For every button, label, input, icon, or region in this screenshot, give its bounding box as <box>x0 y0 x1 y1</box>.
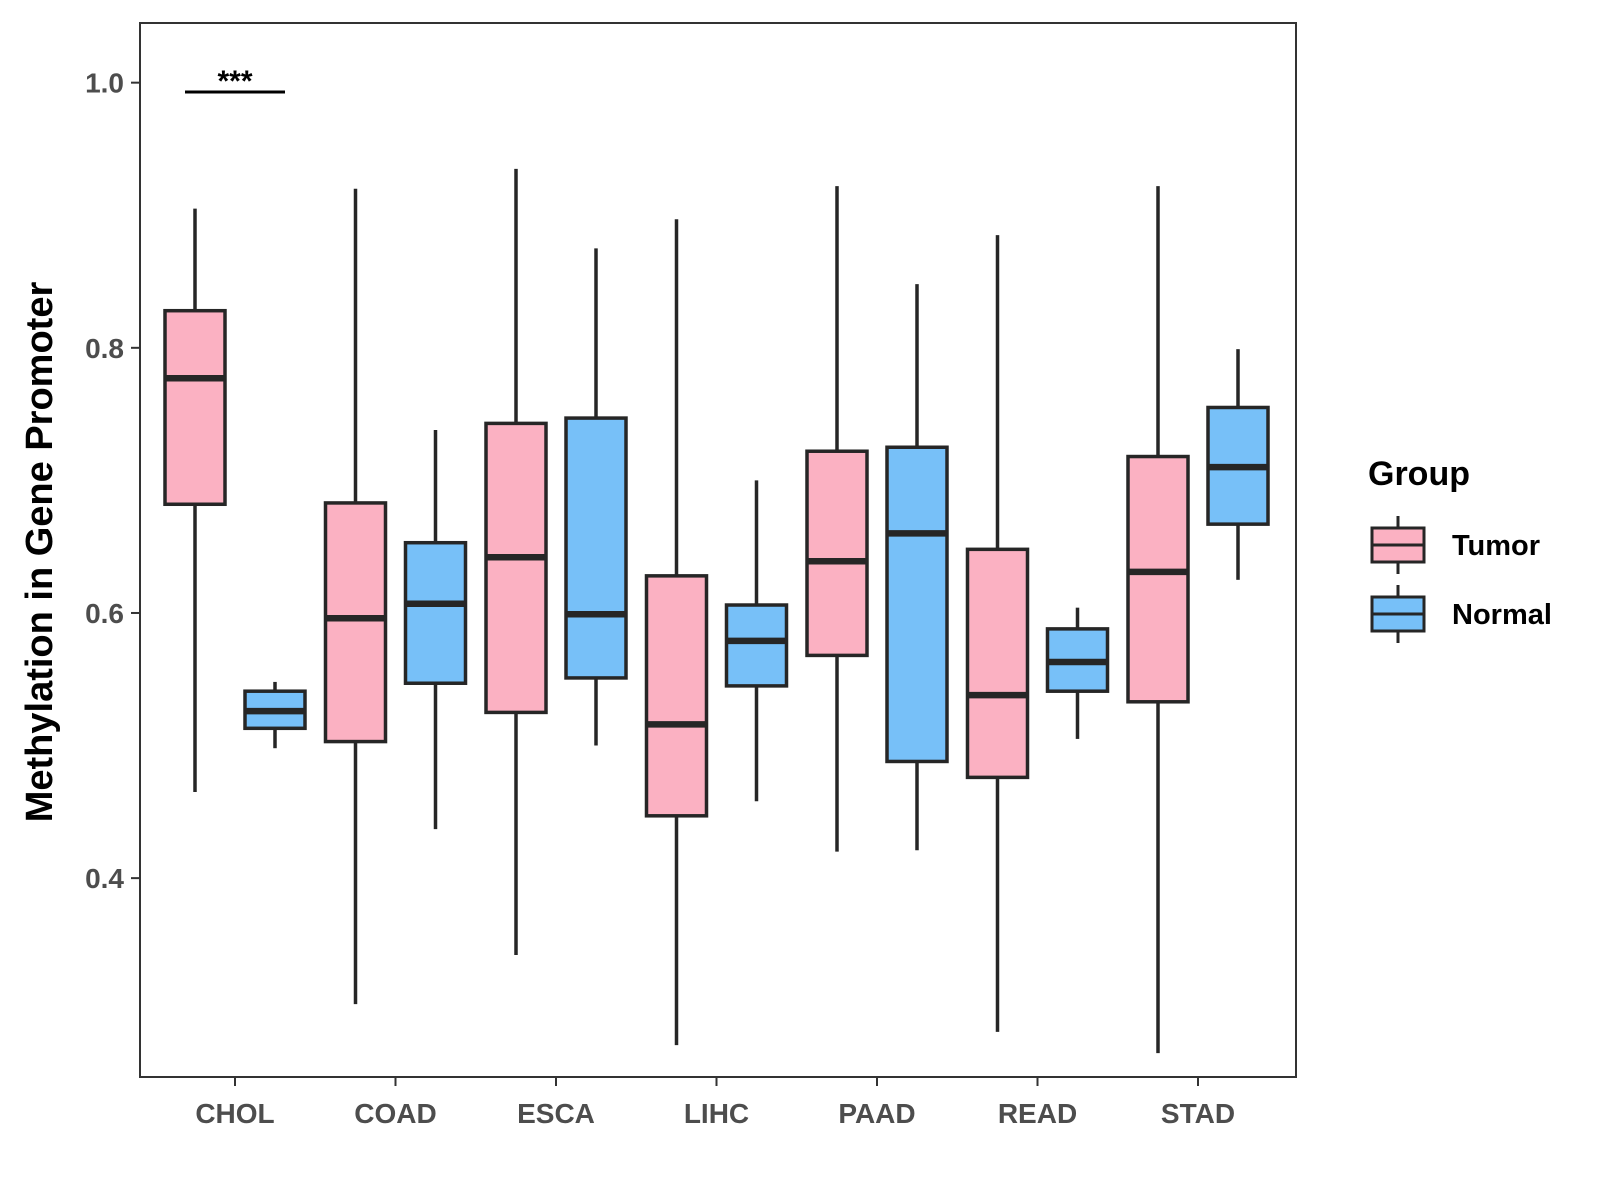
box-tumor-stad <box>1126 186 1190 1054</box>
box-normal-stad <box>1206 349 1270 580</box>
panel-border <box>139 22 1297 1078</box>
box-tumor-read <box>965 235 1030 1032</box>
y-tick-label: 0.6 <box>85 598 124 629</box>
box-normal-paad <box>885 284 949 851</box>
x-tick-label: PAAD <box>838 1098 915 1129</box>
y-tick-label: 0.8 <box>85 333 124 364</box>
legend-item-tumor: Tumor <box>1370 516 1540 574</box>
box-iqr <box>484 421 548 715</box>
plot-area: 0.4 0.6 0.8 1.0 CHOL COAD ESCA LIHC PAAD READ STAD… <box>85 22 1297 1129</box>
legend-label: Normal <box>1452 599 1552 631</box>
x-tick-label: ESCA <box>517 1098 595 1129</box>
x-tick-label: READ <box>998 1098 1077 1129</box>
box-tumor-coad <box>323 188 388 1005</box>
legend-title: Group <box>1368 455 1470 493</box>
box-normal-coad <box>403 430 468 830</box>
legend: Group Tumor Normal <box>1368 455 1552 643</box>
box-tumor-esca <box>484 168 548 956</box>
box-iqr <box>163 308 227 507</box>
box-iqr <box>724 603 789 688</box>
y-tick-label: 0.4 <box>85 863 124 894</box>
box-iqr <box>885 445 949 764</box>
x-tick-label: STAD <box>1161 1098 1235 1129</box>
box-iqr <box>564 416 628 680</box>
y-axis-title: Methylation in Gene Promoter <box>19 282 61 823</box>
legend-item-normal: Normal <box>1370 585 1552 643</box>
x-tick-label: LIHC <box>684 1098 749 1129</box>
box-tumor-lihc <box>644 219 709 1046</box>
box-iqr <box>644 574 709 818</box>
box-iqr <box>403 540 468 685</box>
box-iqr <box>965 547 1030 780</box>
significance-label: *** <box>217 65 252 98</box>
box-normal-read <box>1045 607 1110 739</box>
x-tick-label: COAD <box>354 1098 436 1129</box>
box-normal-esca <box>564 248 628 746</box>
box-iqr <box>323 501 388 744</box>
box-iqr <box>1126 454 1190 704</box>
box-iqr <box>805 449 869 658</box>
y-tick-label: 1.0 <box>85 68 124 99</box>
legend-label: Tumor <box>1452 530 1540 562</box>
box-normal-chol <box>243 681 307 749</box>
box-tumor-paad <box>805 186 869 852</box>
box-normal-lihc <box>724 480 789 802</box>
x-tick-label: CHOL <box>195 1098 274 1129</box>
box-tumor-chol <box>163 208 227 792</box>
